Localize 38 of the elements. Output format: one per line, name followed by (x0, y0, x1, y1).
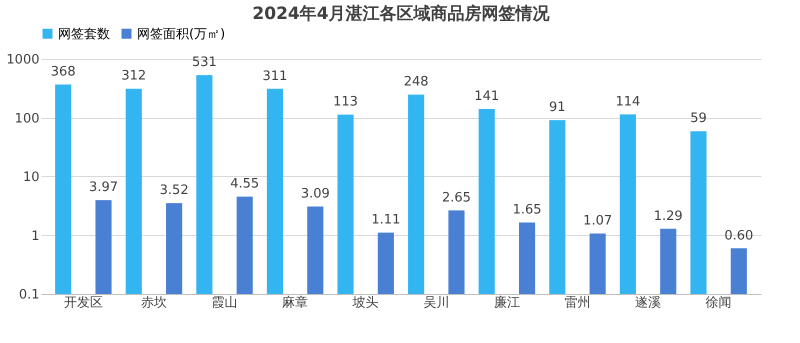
x-tick-label: 吴川 (423, 296, 450, 310)
y-tick-label: 1 (31, 228, 40, 244)
x-tick-label: 遂溪 (635, 296, 662, 310)
data-label: 141 (474, 88, 500, 104)
y-tick-label: 10 (22, 170, 40, 185)
data-label: 1.65 (512, 202, 542, 218)
data-label: 3.09 (300, 186, 330, 202)
data-label: 1.07 (583, 214, 612, 229)
x-tick-label: 雷州 (564, 296, 590, 310)
data-label: 2.65 (442, 190, 471, 206)
chart-title: 2024年4月湛江各区域商品房网签情况 (252, 4, 551, 24)
x-tick-label: 廉江 (494, 296, 520, 310)
data-label: 0.60 (724, 228, 754, 244)
data-label: 248 (404, 74, 429, 90)
y-tick-label: 1000 (6, 52, 40, 68)
x-tick-label: 开发区 (64, 296, 103, 310)
x-tick-label: 赤坎 (140, 296, 167, 310)
data-label: 59 (690, 111, 707, 126)
legend-label: 网签面积(万㎡) (137, 26, 226, 42)
data-label: 114 (615, 94, 640, 110)
data-label: 4.55 (230, 176, 260, 192)
x-tick-label: 坡头 (352, 296, 379, 310)
data-label: 3.97 (89, 180, 118, 196)
legend-label: 网签套数 (58, 26, 110, 42)
x-tick-label: 霞山 (212, 296, 238, 310)
data-label: 3.52 (160, 183, 189, 198)
data-label: 311 (262, 68, 288, 84)
y-tick-label: 0.1 (18, 288, 40, 302)
data-label: 113 (333, 94, 358, 110)
x-tick-label: 徐闻 (706, 296, 732, 310)
data-label: 312 (121, 68, 146, 84)
data-label: 91 (549, 100, 566, 116)
data-label: 1.29 (654, 208, 683, 224)
data-label: 531 (192, 55, 217, 70)
x-tick-label: 麻章 (282, 296, 308, 310)
data-label: 368 (50, 64, 76, 80)
data-label: 1.11 (371, 212, 400, 228)
y-tick-label: 100 (14, 111, 40, 126)
